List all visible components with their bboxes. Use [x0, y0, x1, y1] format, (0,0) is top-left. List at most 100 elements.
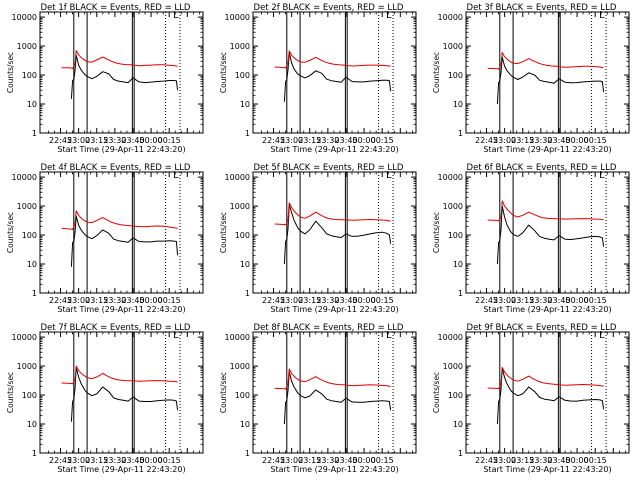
x-tick-label: 00:15 [158, 456, 181, 465]
plot-frame [252, 11, 417, 134]
x-tick-label: 23:15 [85, 296, 108, 305]
y-tick-label: 1 [32, 129, 37, 138]
y-tick-label: 10 [240, 100, 250, 109]
y-tick-label: 10 [27, 260, 37, 269]
x-tick-label: 23:45 [547, 456, 570, 465]
x-tick-label: 23:00 [67, 136, 90, 145]
y-tick-label: 1 [245, 289, 250, 298]
events-series-line [70, 366, 179, 422]
y-tick-label: 1 [245, 129, 250, 138]
events-series-line [283, 371, 392, 425]
y-tick-label: 100 [235, 231, 250, 240]
x-tick-label: 23:15 [85, 456, 108, 465]
y-tick-label: 100 [22, 71, 37, 80]
x-tick-label: 23:00 [67, 296, 90, 305]
x-tick-label: 23:45 [547, 296, 570, 305]
x-tick-label: 23:15 [298, 296, 321, 305]
x-tick-label: 23:30 [103, 136, 126, 145]
x-tick-label: 22:45 [262, 456, 285, 465]
x-tick-label: 00:15 [371, 456, 394, 465]
x-tick-label: 23:15 [511, 136, 534, 145]
y-tick-label: 10000 [438, 333, 463, 342]
x-tick-label: 23:15 [298, 456, 321, 465]
lld-series-line [61, 210, 178, 230]
x-tick-label: 22:45 [49, 456, 72, 465]
x-axis-label: Start Time (29-Apr-11 22:43:20) [483, 465, 611, 474]
x-tick-label: 22:45 [475, 136, 498, 145]
y-tick-label: 1000 [230, 42, 250, 51]
y-tick-label: 1000 [443, 202, 463, 211]
lld-series-line [61, 50, 178, 69]
y-tick-label: 10 [240, 260, 250, 269]
x-tick-label: 22:45 [49, 136, 72, 145]
legend-mark: L [599, 330, 605, 341]
y-tick-label: 100 [235, 391, 250, 400]
legend-mark: L [386, 330, 392, 341]
plot-title: Det 9f BLACK = Events, RED = LLD [467, 323, 617, 333]
y-tick-label: 10 [453, 260, 463, 269]
lld-series-line [274, 50, 391, 69]
x-tick-label: 23:30 [103, 456, 126, 465]
events-series-line [283, 52, 392, 102]
x-tick-label: 23:00 [280, 456, 303, 465]
lld-series-line [487, 366, 604, 390]
y-tick-label: 10 [27, 420, 37, 429]
y-tick-label: 100 [22, 391, 37, 400]
x-tick-label: 22:45 [262, 136, 285, 145]
x-tick-label: 23:45 [547, 136, 570, 145]
y-tick-label: 1 [32, 289, 37, 298]
y-tick-label: 1000 [230, 362, 250, 371]
x-axis-label: Start Time (29-Apr-11 22:43:20) [57, 305, 185, 314]
y-tick-label: 10000 [225, 173, 250, 182]
y-tick-label: 10 [240, 420, 250, 429]
x-tick-label: 23:00 [280, 296, 303, 305]
y-tick-label: 100 [448, 71, 463, 80]
x-tick-label: 23:30 [529, 136, 552, 145]
y-tick-label: 100 [22, 231, 37, 240]
x-tick-label: 23:15 [298, 136, 321, 145]
x-tick-label: 23:30 [316, 136, 339, 145]
x-tick-label: 00:15 [371, 296, 394, 305]
x-tick-label: 23:15 [511, 296, 534, 305]
x-tick-label: 00:00 [140, 296, 163, 305]
x-tick-label: 23:30 [529, 296, 552, 305]
x-tick-label: 23:00 [67, 456, 90, 465]
events-series-line [496, 205, 605, 265]
y-axis-label: Counts/sec [432, 212, 441, 253]
plot-frame [465, 11, 630, 134]
x-axis-label: Start Time (29-Apr-11 22:43:20) [270, 465, 398, 474]
x-tick-label: 00:00 [566, 296, 589, 305]
y-tick-label: 10000 [438, 13, 463, 22]
plot-title: Det 2f BLACK = Events, RED = LLD [254, 3, 404, 13]
y-tick-label: 10 [453, 100, 463, 109]
x-tick-label: 00:00 [566, 456, 589, 465]
y-tick-label: 1 [32, 449, 37, 458]
x-tick-label: 00:00 [353, 456, 376, 465]
legend-mark: L [386, 10, 392, 21]
x-tick-label: 23:00 [280, 136, 303, 145]
x-axis-label: Start Time (29-Apr-11 22:43:20) [57, 145, 185, 154]
y-tick-label: 100 [448, 391, 463, 400]
plot-frame [465, 171, 630, 294]
legend-mark: L [173, 10, 179, 21]
plot-title: Det 8f BLACK = Events, RED = LLD [254, 323, 404, 333]
x-tick-label: 23:15 [511, 456, 534, 465]
y-tick-label: 10 [27, 100, 37, 109]
x-tick-label: 00:15 [371, 136, 394, 145]
x-tick-label: 00:00 [140, 456, 163, 465]
y-tick-label: 100 [448, 231, 463, 240]
y-tick-label: 10 [453, 420, 463, 429]
y-tick-label: 1000 [17, 362, 37, 371]
y-axis-label: Counts/sec [219, 372, 228, 413]
y-axis-label: Counts/sec [432, 52, 441, 93]
y-axis-label: Counts/sec [6, 52, 15, 93]
x-tick-label: 23:15 [85, 136, 108, 145]
plot-title: Det 5f BLACK = Events, RED = LLD [254, 163, 404, 173]
lld-series-line [487, 200, 604, 222]
